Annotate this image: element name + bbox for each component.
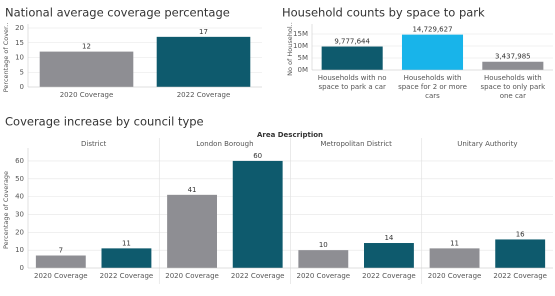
- value-label: 60: [253, 152, 262, 160]
- x-tick-label: Households with no space to park a car: [318, 74, 387, 91]
- bar: [39, 51, 134, 87]
- y-axis-label: Percentage of Coverage: [2, 171, 10, 249]
- x-tick-label: 2020 Coverage: [297, 272, 351, 280]
- y-tick-label: 10: [15, 246, 24, 254]
- value-label: 17: [199, 28, 208, 36]
- bar: [429, 248, 480, 268]
- value-label: 14: [384, 234, 393, 242]
- y-tick-label: 50: [15, 175, 24, 183]
- y-tick-label: 20: [15, 228, 24, 236]
- bar: [156, 36, 251, 87]
- x-tick-label: 2022 Coverage: [177, 91, 231, 99]
- y-tick-label: 0: [20, 83, 24, 91]
- bar: [482, 61, 544, 70]
- x-tick-label: Households with space for 2 or more cars: [398, 74, 467, 100]
- value-label: 12: [82, 43, 91, 51]
- bar: [321, 46, 383, 70]
- y-tick-label: 15: [15, 39, 24, 47]
- x-tick-label: 2022 Coverage: [231, 272, 285, 280]
- bar: [364, 243, 414, 268]
- value-label: 16: [516, 230, 525, 238]
- facet-header: Area Description: [257, 131, 323, 139]
- facet-label: London Borough: [196, 140, 253, 148]
- bar: [35, 255, 86, 268]
- bar: [101, 248, 152, 268]
- value-label: 3,437,985: [495, 53, 531, 61]
- x-tick-label: 2020 Coverage: [60, 91, 114, 99]
- value-label: 11: [122, 239, 131, 247]
- facet-label: District: [81, 140, 106, 148]
- value-label: 14,729,627: [412, 26, 452, 34]
- y-axis-label: Percentage of Cover..: [2, 23, 10, 93]
- bar: [232, 160, 283, 268]
- x-tick-label: 2020 Coverage: [165, 272, 219, 280]
- x-tick-label: 2020 Coverage: [428, 272, 482, 280]
- bar: [401, 34, 464, 70]
- y-tick-label: 10M: [293, 42, 308, 50]
- x-tick-label: 2022 Coverage: [362, 272, 416, 280]
- value-label: 9,777,644: [334, 38, 370, 46]
- y-tick-label: 15M: [293, 30, 308, 38]
- chart-title: Coverage increase by council type: [5, 115, 204, 129]
- x-tick-label: 2020 Coverage: [34, 272, 88, 280]
- chart-title: Household counts by space to park: [282, 6, 485, 20]
- bar: [298, 250, 349, 268]
- x-tick-label: 2022 Coverage: [100, 272, 154, 280]
- y-tick-label: 5: [20, 68, 24, 76]
- y-tick-label: 20: [15, 24, 24, 32]
- y-axis-label: No of Househol..: [286, 22, 294, 76]
- value-label: 41: [188, 186, 197, 194]
- value-label: 10: [319, 241, 328, 249]
- y-tick-label: 10: [15, 54, 24, 62]
- y-tick-label: 30: [15, 210, 24, 218]
- y-tick-label: 0: [20, 264, 24, 272]
- y-tick-label: 60: [15, 157, 24, 165]
- y-tick-label: 5M: [298, 54, 309, 62]
- y-tick-label: 0M: [298, 66, 309, 74]
- y-tick-label: 40: [15, 193, 24, 201]
- x-tick-label: 2022 Coverage: [493, 272, 547, 280]
- bar: [495, 239, 546, 268]
- value-label: 11: [450, 239, 459, 247]
- chart-title: National average coverage percentage: [5, 6, 230, 20]
- facet-label: Metropolitan District: [320, 140, 392, 148]
- x-tick-label: Households with space to only park one car: [480, 74, 546, 100]
- facet-label: Unitary Authority: [457, 140, 517, 148]
- bar: [167, 194, 217, 268]
- value-label: 7: [59, 247, 63, 255]
